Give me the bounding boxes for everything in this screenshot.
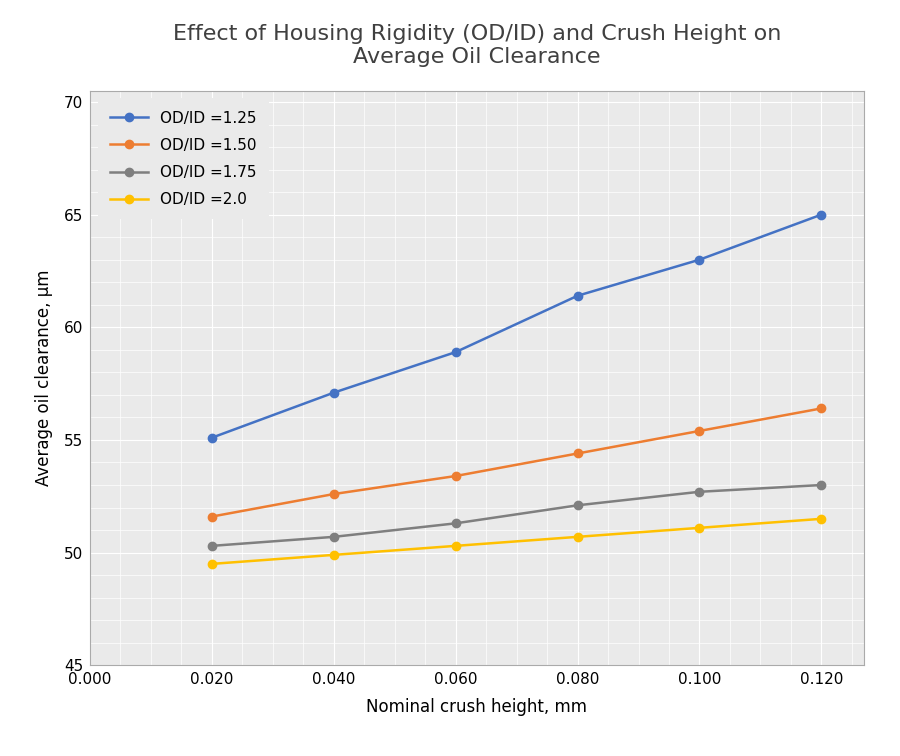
OD/ID =1.75 — [694, 488, 705, 497]
OD/ID =1.25 — [450, 348, 461, 357]
Y-axis label: Average oil clearance, μm: Average oil clearance, μm — [34, 270, 52, 486]
OD/ID =2.0 — [450, 541, 461, 550]
OD/ID =1.50 — [450, 472, 461, 481]
OD/ID =1.25 — [816, 210, 827, 219]
OD/ID =1.50 — [816, 404, 827, 413]
Line: OD/ID =1.75: OD/ID =1.75 — [208, 481, 825, 550]
OD/ID =1.75 — [328, 532, 339, 541]
X-axis label: Nominal crush height, mm: Nominal crush height, mm — [366, 699, 588, 717]
OD/ID =1.75 — [450, 519, 461, 528]
Title: Effect of Housing Rigidity (OD/ID) and Crush Height on
Average Oil Clearance: Effect of Housing Rigidity (OD/ID) and C… — [173, 23, 781, 67]
OD/ID =1.25 — [694, 256, 705, 265]
Line: OD/ID =1.50: OD/ID =1.50 — [208, 404, 825, 521]
OD/ID =2.0 — [694, 523, 705, 532]
OD/ID =2.0 — [816, 514, 827, 523]
Line: OD/ID =2.0: OD/ID =2.0 — [208, 515, 825, 568]
OD/ID =2.0 — [206, 559, 217, 569]
OD/ID =1.25 — [328, 388, 339, 397]
OD/ID =1.50 — [328, 489, 339, 498]
OD/ID =1.75 — [206, 541, 217, 550]
OD/ID =2.0 — [572, 532, 583, 541]
OD/ID =2.0 — [328, 550, 339, 559]
OD/ID =1.50 — [694, 426, 705, 435]
Line: OD/ID =1.25: OD/ID =1.25 — [208, 210, 825, 442]
OD/ID =1.75 — [572, 500, 583, 510]
OD/ID =1.50 — [572, 449, 583, 458]
Legend: OD/ID =1.25, OD/ID =1.50, OD/ID =1.75, OD/ID =2.0: OD/ID =1.25, OD/ID =1.50, OD/ID =1.75, O… — [97, 98, 269, 219]
OD/ID =1.25 — [572, 291, 583, 300]
OD/ID =1.50 — [206, 512, 217, 521]
OD/ID =1.25 — [206, 433, 217, 442]
OD/ID =1.75 — [816, 481, 827, 490]
